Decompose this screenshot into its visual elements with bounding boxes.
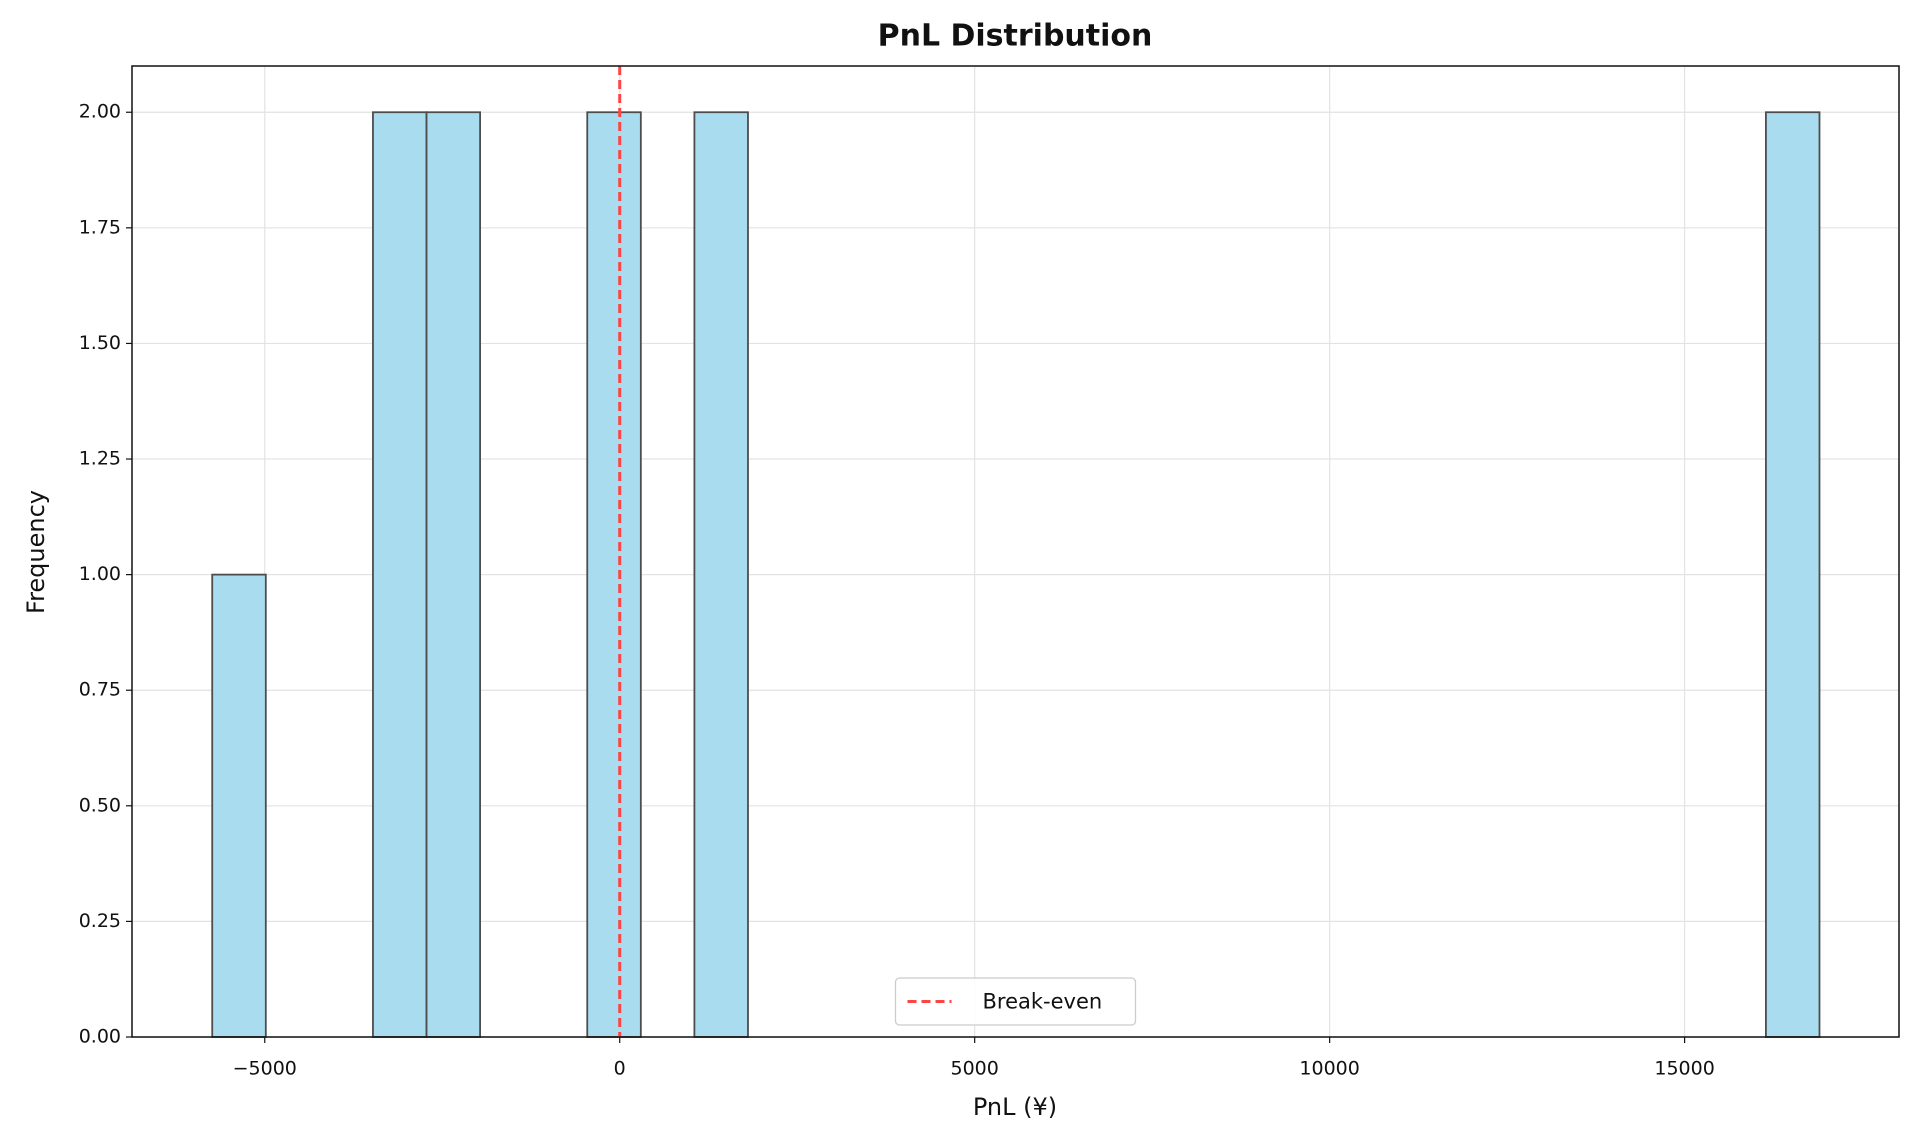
plot-frame xyxy=(131,65,1900,1038)
x-tick-label: 15000 xyxy=(1654,1058,1714,1080)
legend-box xyxy=(894,977,1137,1026)
y-tick-label: 0.50 xyxy=(79,794,121,816)
x-tick-label: 5000 xyxy=(950,1058,998,1080)
bar xyxy=(586,111,642,1038)
x-axis-label: PnL (¥) xyxy=(973,1093,1057,1121)
y-axis-label: Frequency xyxy=(22,490,50,614)
y-tick-label: 2.00 xyxy=(79,101,121,123)
bar xyxy=(211,573,267,1038)
bar xyxy=(1765,111,1821,1038)
bar xyxy=(693,111,749,1038)
y-tick-label: 0.25 xyxy=(79,910,121,932)
bar xyxy=(372,111,428,1038)
y-tick-label: 1.25 xyxy=(79,448,121,470)
y-tick-label: 1.75 xyxy=(79,216,121,238)
x-tick-label: −5000 xyxy=(233,1058,297,1080)
y-tick-label: 1.00 xyxy=(79,563,121,585)
x-tick-label: 0 xyxy=(614,1058,626,1080)
y-tick-label: 0.00 xyxy=(79,1026,121,1048)
chart-title: PnL Distribution xyxy=(878,19,1153,54)
legend-label: Break-even xyxy=(983,990,1103,1014)
x-tick-label: 10000 xyxy=(1299,1058,1359,1080)
bar xyxy=(425,111,481,1038)
y-tick-label: 1.50 xyxy=(79,332,121,354)
y-tick-label: 0.75 xyxy=(79,679,121,701)
